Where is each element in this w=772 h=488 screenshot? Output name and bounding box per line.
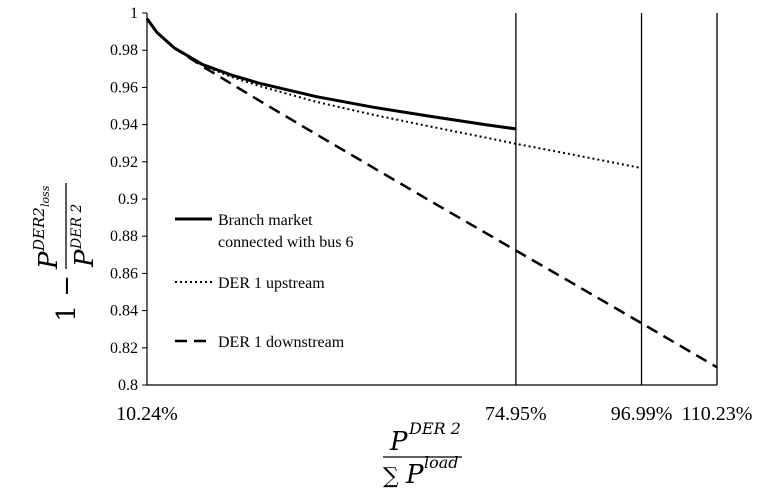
y-axis-title: 1 − P DER2 loss P DER 2 xyxy=(30,183,100,322)
legend-item-der1-upstream: DER 1 upstream xyxy=(175,275,325,292)
legend-label: DER 1 upstream xyxy=(218,275,325,292)
y-tick-label: 0.88 xyxy=(110,228,138,245)
x-axis-title-numerator-base: P xyxy=(389,427,408,457)
series-line-dashed xyxy=(145,17,718,369)
x-axis-title-numerator-sup: DER 2 xyxy=(408,419,461,438)
y-tick-label: 0.92 xyxy=(110,154,138,171)
x-tick-label: 110.23% xyxy=(682,403,753,425)
series-line-solid xyxy=(145,17,517,131)
legend-item-der1-downstream: DER 1 downstream xyxy=(175,334,345,351)
y-axis-title-numerator-sub: loss xyxy=(39,185,52,207)
y-axis-title-prefix: 1 − xyxy=(52,275,82,322)
y-tick-label: 0.8 xyxy=(118,377,138,394)
y-tick-label: 0.98 xyxy=(110,42,138,59)
legend: Branch market connected with bus 6 DER 1… xyxy=(175,212,354,351)
x-tick-label: 10.24% xyxy=(116,403,178,425)
y-tick-label: 0.9 xyxy=(118,191,138,208)
x-tick-label: 96.99% xyxy=(611,403,673,425)
legend-label-line-2: connected with bus 6 xyxy=(218,234,354,251)
legend-item-branch-market: Branch market connected with bus 6 xyxy=(175,212,354,251)
x-tick-label: 74.95% xyxy=(485,403,547,425)
x-axis-title-denominator-base: P xyxy=(405,460,424,488)
y-tick-label: 0.96 xyxy=(110,79,138,96)
x-axis: 10.24% 74.95% 96.99% 110.23% xyxy=(116,384,753,425)
series-lines xyxy=(145,17,718,369)
y-axis-title-denominator-sup: DER 2 xyxy=(69,204,85,250)
legend-label-line-1: Branch market xyxy=(218,212,313,229)
x-axis-title-denominator-sup: load xyxy=(424,453,459,472)
x-axis-title: P DER 2 ∑ P load xyxy=(383,419,462,488)
series-line-dotted xyxy=(146,18,642,170)
y-axis-title-numerator-sup: DER2 xyxy=(30,207,48,252)
y-tick-label: 1 xyxy=(130,5,138,22)
y-axis: 1 0.98 0.96 0.94 0.92 0.9 0.88 0.86 0.84 0.82 0.8 xyxy=(110,5,148,394)
y-axis-title-numerator-base: P xyxy=(34,251,64,270)
y-tick-label: 0.86 xyxy=(110,265,138,282)
y-axis-title-denominator-base: P xyxy=(70,249,100,268)
y-tick-label: 0.94 xyxy=(110,117,138,134)
vertical-marker-lines xyxy=(515,13,718,385)
y-tick-label: 0.84 xyxy=(110,303,138,320)
legend-label: DER 1 downstream xyxy=(218,334,345,351)
y-tick-label: 0.82 xyxy=(110,340,138,357)
x-axis-title-denominator-prefix: ∑ xyxy=(383,464,399,488)
